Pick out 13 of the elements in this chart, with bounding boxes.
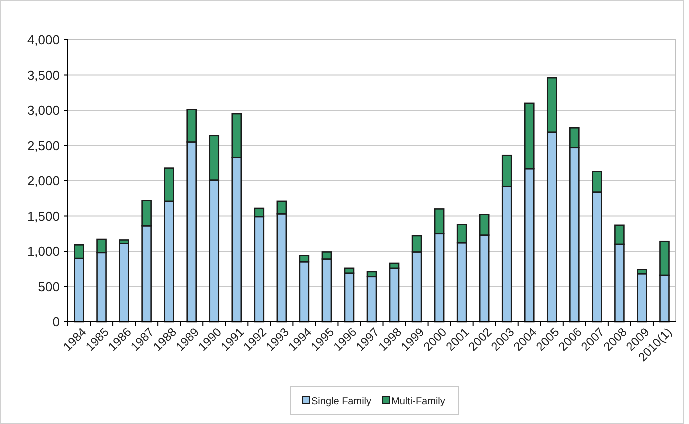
y-tick-label: 3,000 — [27, 103, 60, 118]
y-tick-label: 4,000 — [27, 32, 60, 48]
bar — [119, 243, 130, 323]
y-tick-label: 1,500 — [27, 208, 60, 224]
legend-label: Single Family — [312, 396, 372, 408]
y-tick-label: 2,000 — [27, 174, 60, 189]
y-tick-label: 2,500 — [27, 138, 60, 154]
bar — [637, 273, 648, 323]
legend-label: Multi-Family — [392, 396, 446, 408]
y-tick-label: 1,000 — [27, 244, 60, 260]
y-tick-label: 3,500 — [27, 68, 60, 83]
y-tick-label: 0 — [52, 314, 60, 330]
y-tick-label: 500 — [38, 279, 60, 294]
